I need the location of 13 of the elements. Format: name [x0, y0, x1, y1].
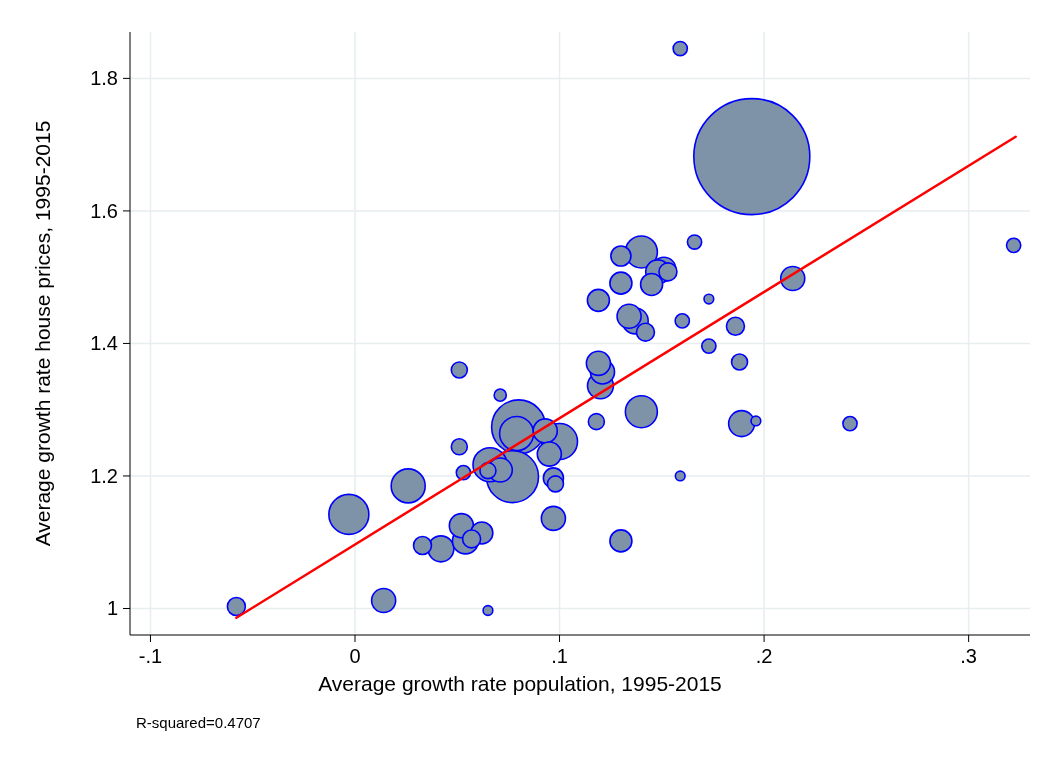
y-tick-label: 1	[106, 597, 118, 620]
y-tick-label: 1.6	[90, 199, 118, 222]
y-axis-title: Average growth rate house prices, 1995-2015	[31, 120, 54, 547]
y-tick-label: 1.4	[90, 332, 118, 355]
x-tick-label: .1	[551, 645, 568, 667]
x-tick-label: 0	[349, 645, 361, 667]
text: R-squared=0.4707	[136, 714, 261, 731]
x-tick-label: .3	[960, 645, 977, 667]
x-axis-title: Average growth rate population, 1995-2015	[318, 672, 722, 695]
x-tick-label: -.1	[138, 645, 163, 667]
y-tick-label: 1.8	[90, 67, 118, 90]
y-tick-label: 1.2	[90, 464, 118, 487]
x-tick-label: .2	[755, 645, 773, 667]
